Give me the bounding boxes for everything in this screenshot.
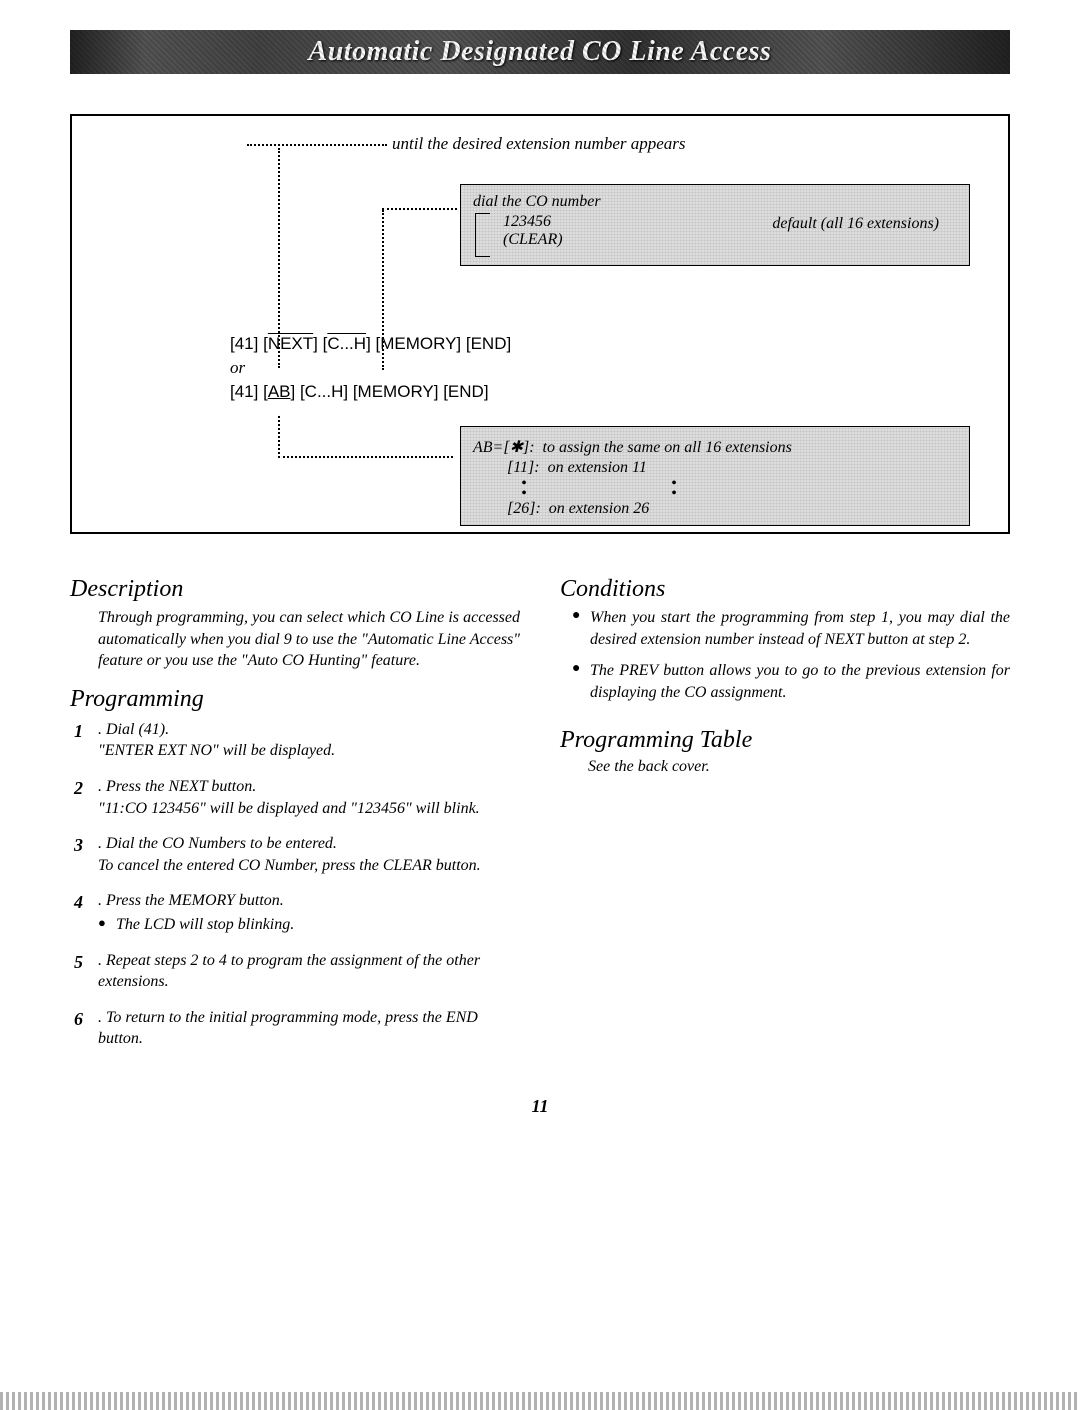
condition-item: The PREV button allows you to go to the …: [590, 660, 1010, 703]
seq-text: ] [: [313, 334, 327, 353]
dotted-connector: [247, 144, 387, 146]
box2-row1: AB=[✱]: to assign the same on all 16 ext…: [473, 437, 957, 457]
step-bullet: The LCD will stop blinking.: [98, 914, 520, 936]
page-title-banner: Automatic Designated CO Line Access: [70, 30, 1010, 74]
page-number: 11: [70, 1096, 1010, 1117]
step-1: 1 . Dial (41). "ENTER EXT NO" will be di…: [98, 719, 520, 762]
box1-default: default (all 16 extensions): [772, 215, 939, 233]
box2-vdots: •• ••: [519, 479, 957, 498]
box1-opt1: 123456: [503, 213, 551, 230]
step-number: 1: [74, 719, 83, 743]
box1-line1: dial the CO number: [473, 193, 957, 211]
box2-key: [26]:: [507, 500, 541, 517]
step-text: Press the MEMORY button.: [106, 892, 284, 909]
content-columns: Description Through programming, you can…: [70, 562, 1010, 1066]
dial-co-box: dial the CO number 123456 (CLEAR) defaul…: [460, 184, 970, 266]
footer-noise: [0, 1392, 1080, 1410]
step-text: Dial (41).: [106, 721, 169, 738]
diagram-frame: until the desired extension number appea…: [70, 114, 1010, 534]
seq-ch: C...H: [327, 334, 366, 353]
condition-item: When you start the programming from step…: [590, 607, 1010, 650]
seq-ab: AB: [268, 382, 291, 401]
dotted-connector: [382, 208, 457, 210]
seq-next: NEXT: [268, 334, 313, 353]
step-number: 5: [74, 950, 83, 974]
seq-text: [41] [: [230, 334, 268, 353]
box2-key: AB=[✱]:: [473, 439, 535, 456]
step-4: 4 . Press the MEMORY button. The LCD wil…: [98, 890, 520, 935]
conditions-list: When you start the programming from step…: [560, 607, 1010, 703]
programming-steps: 1 . Dial (41). "ENTER EXT NO" will be di…: [70, 719, 520, 1050]
step-number: 3: [74, 833, 83, 857]
conditions-heading: Conditions: [560, 576, 1010, 603]
dotted-connector: [278, 456, 453, 458]
progtable-heading: Programming Table: [560, 727, 1010, 754]
bracket-icon: [475, 213, 490, 257]
step-number: 4: [74, 890, 83, 914]
description-heading: Description: [70, 576, 520, 603]
box2-key: [11]:: [507, 459, 540, 476]
box2-desc: on extension 11: [548, 459, 647, 476]
step-sub: "ENTER EXT NO" will be displayed.: [98, 742, 335, 759]
box1-opt2: (CLEAR): [503, 231, 563, 248]
diagram-top-label: until the desired extension number appea…: [392, 134, 686, 154]
key-sequence: [41] [NEXT] [C...H] [MEMORY] [END] or [4…: [230, 334, 511, 402]
description-body: Through programming, you can select whic…: [98, 607, 520, 672]
seq-line1: [41] [NEXT] [C...H] [MEMORY] [END]: [230, 334, 511, 354]
step-3: 3 . Dial the CO Numbers to be entered. T…: [98, 833, 520, 876]
step-text: To return to the initial programming mod…: [98, 1009, 478, 1048]
step-sub: "11:CO 123456" will be displayed and "12…: [98, 798, 520, 820]
box2-desc: on extension 26: [549, 500, 649, 517]
page-title: Automatic Designated CO Line Access: [309, 36, 772, 67]
programming-heading: Programming: [70, 686, 520, 713]
right-column: Conditions When you start the programmin…: [560, 562, 1010, 1066]
step-6: 6 . To return to the initial programming…: [98, 1007, 520, 1050]
progtable-body: See the back cover.: [588, 758, 1010, 776]
box2-row2: [11]: on extension 11: [507, 459, 957, 477]
seq-text: ] [MEMORY] [END]: [366, 334, 511, 353]
step-2: 2 . Press the NEXT button. "11:CO 123456…: [98, 776, 520, 819]
step-text: Press the NEXT button.: [106, 778, 256, 795]
left-column: Description Through programming, you can…: [70, 562, 520, 1066]
seq-or: or: [230, 358, 511, 378]
step-number: 2: [74, 776, 83, 800]
step-text: Dial the CO Numbers to be entered.: [106, 835, 337, 852]
step-number: 6: [74, 1007, 83, 1031]
step-5: 5 . Repeat steps 2 to 4 to program the a…: [98, 950, 520, 993]
step-sub: To cancel the entered CO Number, press t…: [98, 857, 481, 874]
step-text: Repeat steps 2 to 4 to program the assig…: [98, 952, 480, 991]
seq-line2: [41] [AB] [C...H] [MEMORY] [END]: [230, 382, 511, 402]
box2-desc: to assign the same on all 16 extensions: [543, 439, 792, 456]
box2-row3: [26]: on extension 26: [507, 500, 957, 518]
dotted-connector: [278, 416, 280, 458]
ab-assignment-box: AB=[✱]: to assign the same on all 16 ext…: [460, 426, 970, 526]
